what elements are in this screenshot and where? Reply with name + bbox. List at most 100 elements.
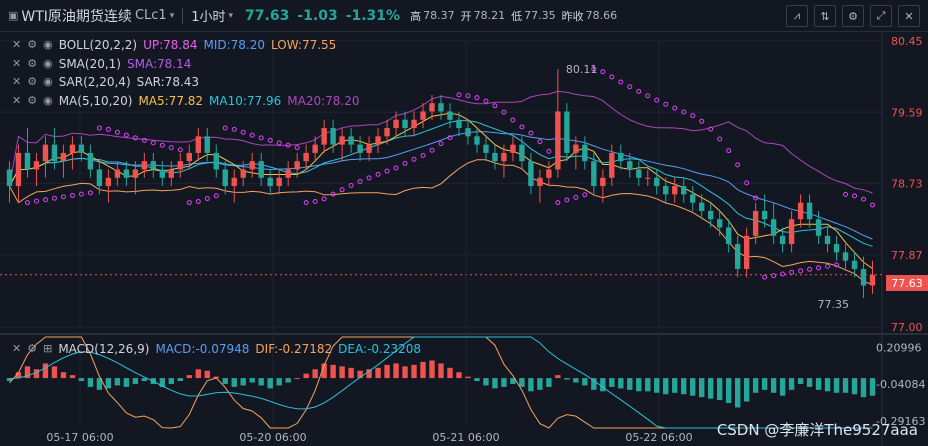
- candle-body: [690, 194, 696, 203]
- macd-bar: [645, 378, 651, 392]
- indicator-title: BOLL(20,2,2): [58, 38, 138, 52]
- sar-dot: [312, 198, 318, 204]
- indicator-value: SMA:78.14: [126, 57, 192, 71]
- settings-icon[interactable]: ⚙: [27, 38, 38, 51]
- sar-dot: [627, 84, 633, 90]
- candle-body: [860, 268, 867, 286]
- eye-icon[interactable]: ◉: [43, 75, 53, 88]
- fullscreen-icon[interactable]: ⤢: [870, 5, 892, 27]
- macd-bar: [78, 378, 85, 382]
- macd-bar: [483, 378, 489, 386]
- sar-dot: [555, 200, 561, 206]
- indicator-title: MA(5,10,20): [58, 94, 133, 108]
- macd-bar: [663, 378, 669, 395]
- sar-dot: [546, 148, 552, 154]
- prev-close-label: 昨收: [561, 9, 584, 23]
- add-icon[interactable]: ⊞: [43, 342, 53, 355]
- ma-legend: ✕ ⚙ ◉ MA(5,10,20) MA5:77.82 MA10:77.96 M…: [12, 94, 360, 108]
- compare-icon[interactable]: ⇅: [814, 5, 836, 27]
- eye-icon[interactable]: ◉: [43, 94, 53, 107]
- macd-bar: [788, 378, 795, 390]
- candle-body: [582, 144, 588, 162]
- eye-icon[interactable]: ◉: [43, 57, 53, 70]
- candle-body: [6, 169, 13, 187]
- eye-icon[interactable]: ◉: [43, 38, 53, 51]
- settings-icon[interactable]: ⚙: [27, 75, 38, 88]
- collapse-icon[interactable]: ✕: [12, 38, 22, 51]
- candle-body: [105, 177, 112, 187]
- sma-legend: ✕ ⚙ ◉ SMA(20,1) SMA:78.14: [12, 57, 191, 71]
- sar-dot: [699, 118, 705, 124]
- settings-icon[interactable]: ⚙: [27, 57, 38, 70]
- macd-bar: [6, 378, 13, 382]
- sar-dot: [249, 132, 255, 138]
- candle-body: [797, 202, 804, 220]
- boll-lower-line: [9, 159, 873, 286]
- chevron-down-icon[interactable]: ▾: [169, 10, 175, 21]
- macd-bar: [654, 378, 660, 393]
- macd-bar: [303, 373, 309, 379]
- dea-value: DEA:-0.23208: [338, 342, 421, 356]
- candle-body: [69, 144, 76, 153]
- toolbar: ⩘ ⇅ ⚙ ⤢ ✕: [786, 5, 920, 27]
- sar-dot: [663, 101, 669, 107]
- macd-bar: [312, 369, 318, 379]
- sar-dot: [789, 269, 795, 275]
- boll-legend: ✕ ⚙ ◉ BOLL(20,2,2) UP:78.84 MID:78.20 LO…: [12, 38, 336, 52]
- macd-bar: [240, 378, 246, 386]
- macd-bar: [339, 366, 345, 379]
- macd-bar: [231, 378, 237, 387]
- macd-bar: [213, 376, 219, 379]
- sar-dot: [204, 196, 210, 202]
- collapse-icon[interactable]: ✕: [12, 94, 22, 107]
- sar-dot: [411, 156, 417, 162]
- candle-body: [51, 144, 58, 162]
- macd-bar: [555, 375, 561, 379]
- interval-label: 1小时: [191, 10, 226, 25]
- symbol-selector[interactable]: ▣ WTI原油期货连续 CLc1 ▾: [8, 6, 174, 26]
- sar-dot: [456, 92, 462, 98]
- macd-bar: [384, 364, 390, 379]
- macd-bar: [528, 378, 534, 392]
- interval-selector[interactable]: 1小时 ▾: [191, 6, 233, 25]
- macd-bar: [510, 378, 516, 384]
- dif-value: DIF:-0.27182: [255, 342, 333, 356]
- sar-dot: [474, 95, 480, 101]
- indicator-icon[interactable]: ⩘: [786, 5, 808, 27]
- menu-icon[interactable]: ▣: [8, 9, 19, 22]
- close-icon[interactable]: ✕: [898, 5, 920, 27]
- settings-icon[interactable]: ⚙: [27, 342, 38, 355]
- macd-bar: [537, 378, 543, 390]
- indicator-value: MA5:77.82: [138, 94, 204, 108]
- macd-bar: [159, 378, 166, 387]
- candle-body: [609, 152, 615, 178]
- candle-body: [366, 144, 372, 153]
- macd-bar: [402, 366, 408, 379]
- sar-dot: [825, 263, 831, 269]
- sar-dot: [78, 191, 84, 197]
- candle-body: [618, 152, 624, 162]
- candle-body: [258, 161, 264, 178]
- sar-dot: [393, 165, 399, 171]
- macd-bar: [267, 378, 273, 389]
- sar-dot: [870, 202, 876, 208]
- settings-icon[interactable]: ⚙: [842, 5, 864, 27]
- macd-bar: [761, 378, 768, 390]
- candle-body: [716, 219, 723, 228]
- collapse-icon[interactable]: ✕: [12, 57, 22, 70]
- macd-bar: [707, 378, 714, 399]
- settings-icon[interactable]: ⚙: [27, 94, 38, 107]
- sar-dot: [123, 132, 129, 138]
- dea-line: [9, 336, 873, 429]
- sar-dot: [618, 79, 624, 85]
- sar-dot: [528, 130, 534, 136]
- collapse-icon[interactable]: ✕: [12, 342, 22, 355]
- sar-dot: [87, 190, 93, 196]
- sar-dot: [492, 103, 498, 109]
- collapse-icon[interactable]: ✕: [12, 75, 22, 88]
- sar-dot: [717, 136, 723, 142]
- macd-bar: [15, 372, 22, 379]
- candle-body: [204, 136, 210, 153]
- macd-bar: [33, 369, 40, 379]
